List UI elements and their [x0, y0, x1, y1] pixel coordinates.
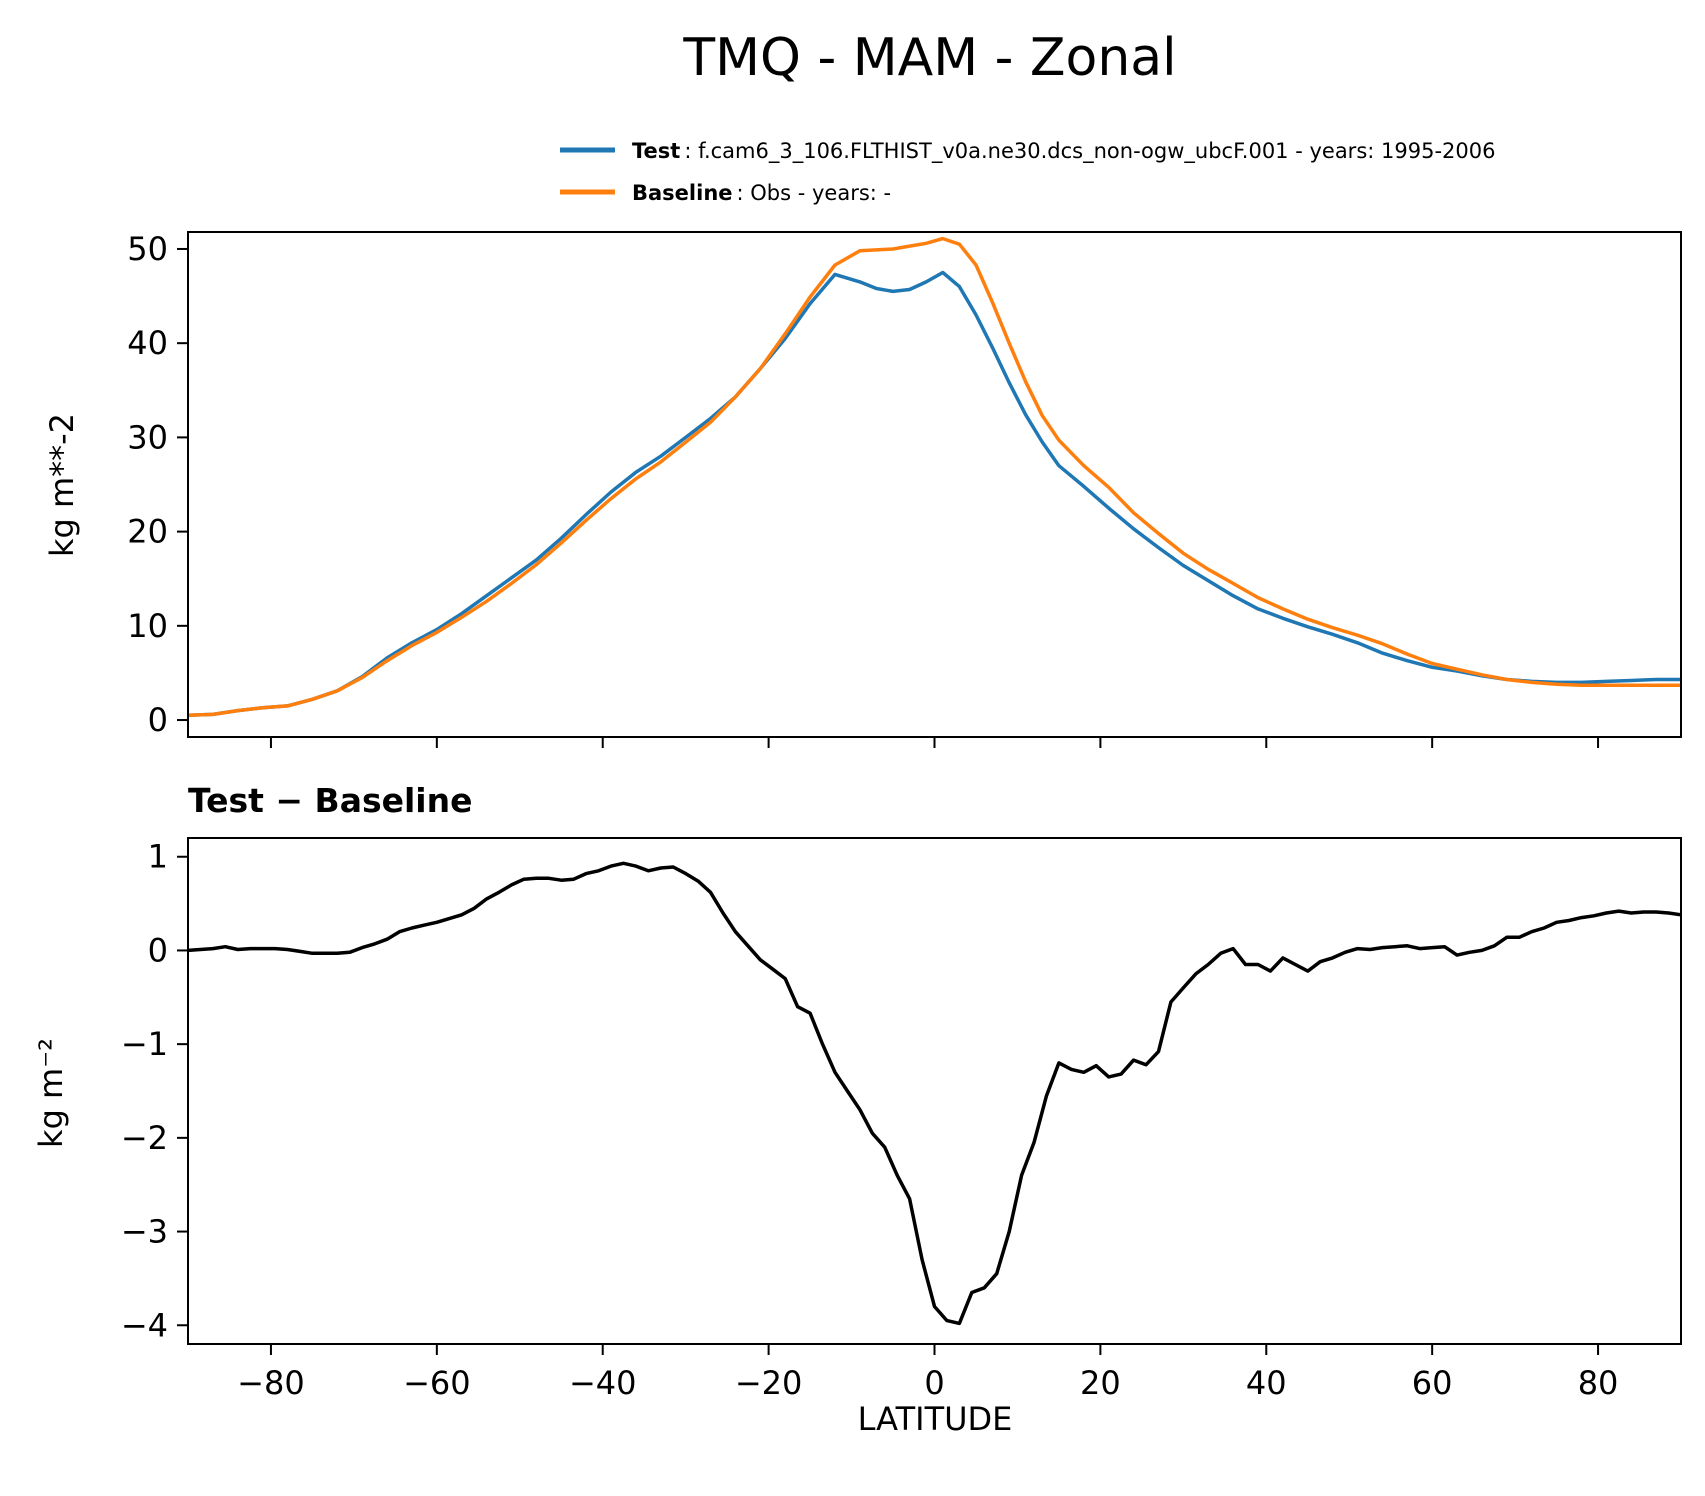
x-tick-label: 20: [1080, 1364, 1121, 1402]
bottom-axes-frame: [187, 837, 1682, 1345]
y-tick-label: −4: [121, 1306, 168, 1344]
top-series-lines: [187, 236, 1681, 718]
series-line-test: [187, 270, 1681, 718]
series-line-test-baseline: [187, 861, 1682, 1326]
bottom-series-lines: [187, 861, 1682, 1326]
x-tick-label: 60: [1412, 1364, 1453, 1402]
x-tick-label: −60: [403, 1364, 471, 1402]
y-tick-label: 0: [148, 931, 168, 969]
top-x-ticks: [269, 737, 1600, 748]
bottom-y-ticks: −4 −3 −2 −1 0 1: [121, 838, 188, 1344]
legend-baseline-desc: : Obs - years: -: [737, 181, 892, 205]
y-tick-label: 30: [127, 418, 168, 456]
y-tick-label: 40: [127, 324, 168, 362]
legend-test-name: Test: [632, 139, 680, 163]
bottom-x-ticks: −80 −60 −40 −20 0 20 40 60 80: [237, 1344, 1618, 1402]
series-line-baseline: [187, 236, 1681, 718]
y-tick-label: 0: [148, 701, 168, 739]
y-tick-label: 50: [127, 230, 168, 268]
x-tick-label: −80: [237, 1364, 305, 1402]
x-tick-label: −20: [735, 1364, 803, 1402]
x-tick-label: −40: [569, 1364, 637, 1402]
y-tick-label: −1: [121, 1025, 168, 1063]
legend: Test: f.cam6_3_106.FLTHIST_v0a.ne30.dcs_…: [560, 139, 1495, 205]
top-y-ticks: 0 10 20 30 40 50: [127, 230, 188, 739]
y-tick-label: 1: [148, 838, 168, 876]
top-axes-frame: [187, 231, 1682, 738]
top-panel: 0 10 20 30 40 50 kg m**-2: [43, 230, 1682, 748]
y-tick-label: 20: [127, 513, 168, 551]
y-tick-label: −3: [121, 1213, 168, 1251]
svg-text:Baseline: Obs - years: -: Baseline: Obs - years: -: [632, 181, 891, 205]
figure-title: TMQ - MAM - Zonal: [682, 28, 1176, 88]
x-tick-label: 0: [924, 1364, 944, 1402]
x-tick-label: 80: [1578, 1364, 1619, 1402]
bottom-y-axis-label: kg m⁻²: [32, 1038, 70, 1148]
legend-baseline-name: Baseline: [632, 181, 733, 205]
y-tick-label: 10: [127, 607, 168, 645]
bottom-panel-title: Test − Baseline: [188, 781, 473, 820]
x-axis-label: LATITUDE: [858, 1400, 1013, 1438]
legend-test-desc: : f.cam6_3_106.FLTHIST_v0a.ne30.dcs_non-…: [684, 139, 1495, 164]
bottom-panel: Test − Baseline −80 −60 −40 −20 0 20 40 60 80 −4…: [32, 781, 1682, 1438]
y-tick-label: −2: [121, 1119, 168, 1157]
x-tick-label: 40: [1246, 1364, 1287, 1402]
svg-text:Test: f.cam6_3_106.FLTHIST_v0a: Test: f.cam6_3_106.FLTHIST_v0a.ne30.dcs_…: [632, 139, 1495, 164]
top-y-axis-label: kg m**-2: [43, 413, 81, 557]
